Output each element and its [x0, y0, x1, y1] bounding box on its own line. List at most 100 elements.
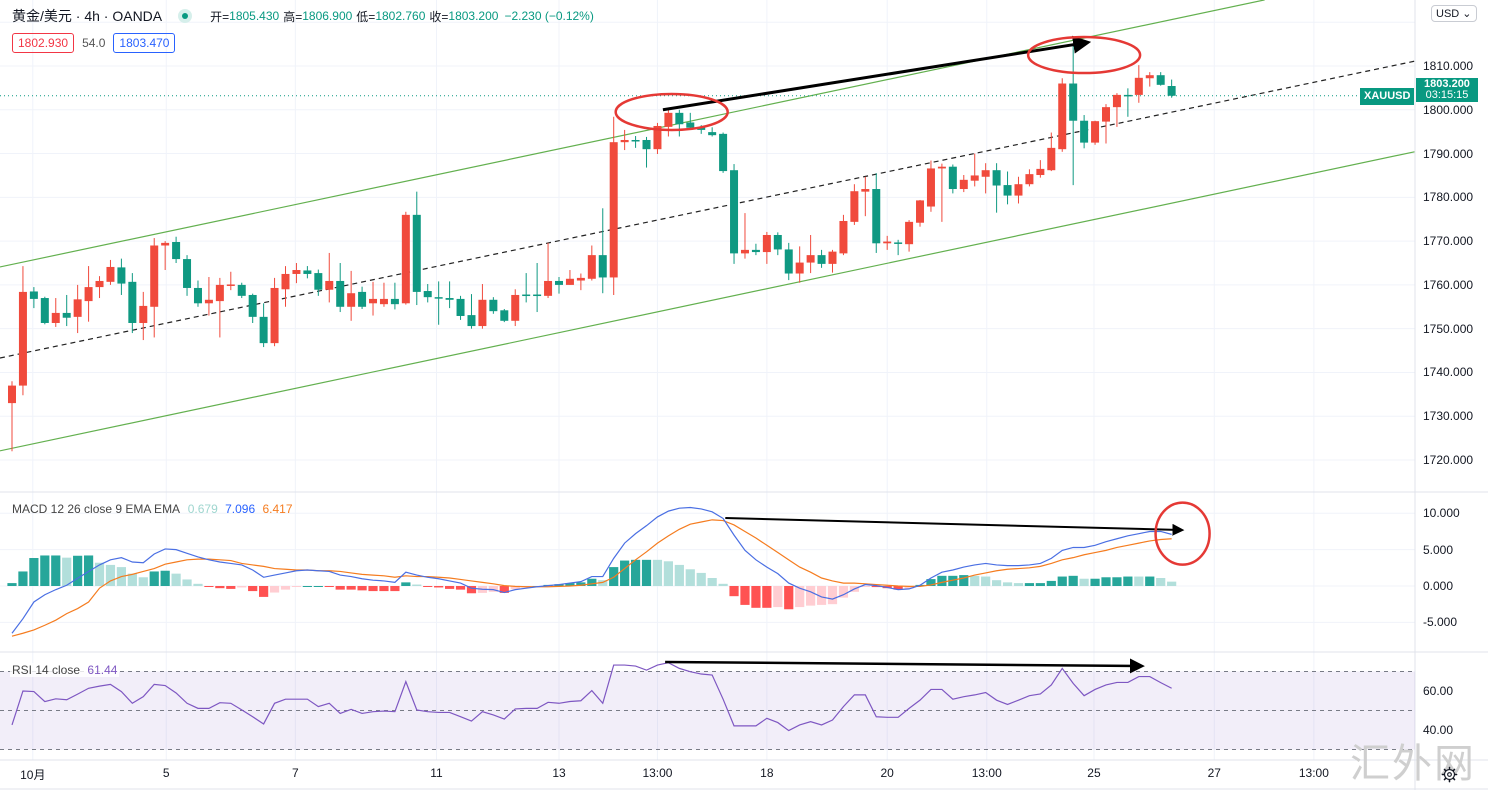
candle-body: [522, 294, 531, 297]
macd-histogram-bar: [630, 559, 641, 586]
macd-histogram-bar: [412, 584, 422, 586]
candle-body: [850, 191, 859, 222]
macd-title[interactable]: MACD 12 26 close 9 EMA EMA: [12, 502, 180, 516]
macd-histogram-bar: [641, 559, 652, 586]
currency-label: USD: [1436, 8, 1460, 20]
candle-body: [215, 284, 224, 302]
macd-histogram-bar: [1057, 576, 1067, 586]
candle-body: [51, 312, 60, 323]
candle-body: [62, 312, 71, 318]
time-axis-label: 13: [552, 766, 566, 780]
macd-histogram-bar: [423, 586, 433, 587]
macd-histogram-bar: [226, 586, 236, 589]
candle-body: [861, 189, 870, 192]
candle-body: [390, 298, 399, 305]
market-status-icon: [178, 9, 193, 23]
macd-hist-value: 0.679: [187, 502, 218, 516]
macd-histogram-bar: [346, 586, 356, 590]
price-axis-label: 1740.000: [1423, 365, 1474, 380]
macd-histogram-bar: [1112, 577, 1122, 586]
candle-body: [533, 294, 542, 297]
candle-body: [675, 112, 684, 125]
buy-button[interactable]: 1803.470: [113, 33, 176, 53]
time-axis-label: 25: [1087, 766, 1101, 780]
trade-row: 1802.930 54.0 1803.470: [12, 33, 176, 53]
candle-body: [992, 170, 1001, 186]
low-label: 低=: [356, 9, 376, 24]
macd-axis-label: -5.000: [1423, 615, 1458, 630]
candle-body: [511, 294, 520, 321]
candle-body: [806, 255, 815, 263]
candle-body: [1112, 94, 1121, 108]
candle-body: [1167, 86, 1176, 96]
candle-body: [369, 298, 378, 304]
macd-histogram-bar: [598, 580, 608, 586]
candle-body: [587, 255, 596, 279]
rsi-value: 61.44: [87, 663, 118, 677]
macd-histogram-bar: [729, 586, 739, 597]
candle-body: [1134, 77, 1143, 95]
symbol-legend: 黄金/美元 · 4h · OANDA 开= 1805.430 高= 1806.900…: [12, 6, 594, 26]
candle-body: [916, 200, 925, 223]
macd-histogram-bar: [51, 555, 61, 586]
candle-body: [872, 189, 881, 244]
macd-histogram-bar: [18, 571, 28, 586]
macd-histogram-bar: [455, 586, 466, 590]
rsi-axis-label: 60.00: [1423, 684, 1454, 698]
sell-button[interactable]: 1802.930: [12, 33, 75, 53]
high-label: 高=: [283, 9, 303, 24]
macd-histogram-bar: [335, 586, 345, 590]
gear-icon[interactable]: [1441, 766, 1458, 783]
macd-histogram-bar: [73, 555, 83, 586]
macd-histogram-bar: [215, 586, 225, 589]
time-axis-label: 18: [760, 766, 774, 780]
macd-histogram-bar: [1145, 576, 1155, 586]
candle-body: [314, 273, 323, 290]
macd-histogram-bar: [445, 586, 455, 589]
macd-histogram-bar: [390, 586, 400, 592]
candle-body: [959, 179, 968, 190]
trend-arrow: [725, 517, 1185, 536]
candle-body: [401, 214, 410, 304]
candle-body: [948, 166, 957, 190]
macd-histogram-bar: [401, 582, 411, 586]
macd-histogram-bar: [1134, 576, 1144, 586]
candle-body: [697, 127, 706, 130]
macd-histogram-bar: [816, 586, 827, 605]
candle-body: [347, 293, 356, 307]
channel-line: [0, 0, 1265, 268]
candle-body: [740, 249, 749, 254]
macd-histogram-bar: [7, 583, 17, 586]
time-axis-label: 10月: [20, 768, 46, 782]
macd-histogram-bar: [948, 575, 958, 586]
candle-body: [565, 278, 574, 285]
macd-histogram-bar: [127, 573, 137, 586]
open-value: 1805.430: [229, 9, 280, 23]
macd-histogram-bar: [368, 586, 378, 592]
currency-selector[interactable]: USD ⌄: [1431, 5, 1477, 22]
candle-body: [106, 266, 115, 282]
candle-body: [686, 122, 695, 128]
candle-body: [226, 284, 235, 286]
rsi-axis-label: 40.00: [1423, 723, 1454, 737]
candle-body: [1014, 184, 1023, 196]
rsi-legend: RSI 14 close 61.44: [10, 663, 120, 677]
candle-body: [379, 298, 388, 305]
macd-histogram-bar: [707, 578, 717, 586]
high-value: 1806.900: [302, 9, 353, 23]
symbol-title[interactable]: 黄金/美元 · 4h · OANDA: [12, 8, 163, 24]
candle-body: [981, 170, 990, 177]
macd-histogram-bar: [762, 586, 772, 608]
candle-body: [150, 245, 159, 307]
macd-histogram-bar: [620, 560, 630, 586]
rsi-title[interactable]: RSI 14 close: [12, 663, 81, 677]
macd-histogram-bar: [237, 586, 247, 588]
macd-histogram-bar: [1079, 578, 1089, 586]
candle-body: [1145, 75, 1154, 79]
price-axis-label: 1790.000: [1423, 146, 1474, 161]
candle-body: [423, 291, 432, 298]
macd-histogram-bar: [565, 583, 575, 586]
candle-body: [259, 316, 268, 344]
macd-line: [11, 506, 1172, 634]
